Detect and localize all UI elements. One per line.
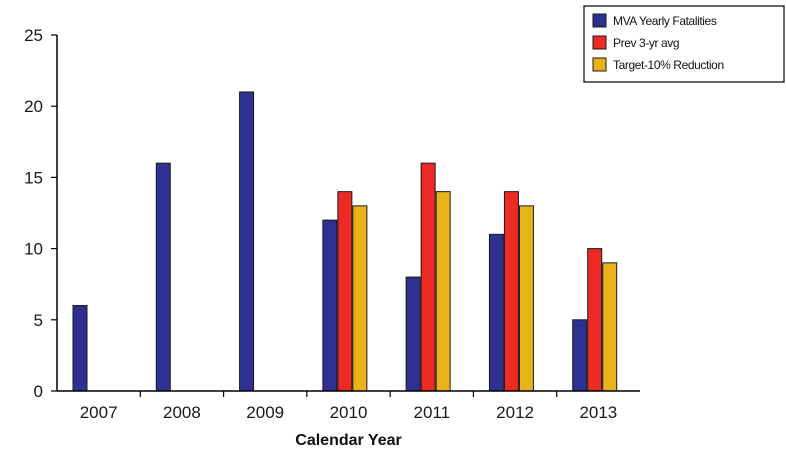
y-tick-label: 25 — [24, 26, 43, 45]
bar-1-2007 — [72, 305, 88, 392]
x-tick-label: 2013 — [579, 403, 617, 422]
y-tick-label: 15 — [24, 168, 43, 187]
bar-1-2012 — [488, 233, 504, 392]
legend: MVA Yearly Fatalities Prev 3-yr avg Target… — [583, 5, 785, 83]
legend-label: Target-10% Reduction — [613, 58, 724, 72]
bar-2-2013 — [587, 248, 603, 392]
x-tick-label: 2011 — [414, 403, 451, 422]
y-axis-ticks: 0 5 10 15 20 25 — [24, 26, 57, 401]
x-tick-label: 2010 — [330, 403, 368, 422]
y-tick-label: 5 — [34, 311, 43, 330]
x-axis-title: Calendar Year — [295, 432, 401, 449]
legend-swatch — [592, 57, 607, 72]
bar-2-2011 — [420, 162, 436, 392]
legend-label: Prev 3-yr avg — [613, 36, 679, 50]
bar-1-2013 — [572, 319, 588, 392]
x-tick-label: 2009 — [246, 403, 284, 422]
y-tick-label: 10 — [24, 240, 43, 259]
bar-3-2011 — [435, 191, 451, 392]
bar-2-2010 — [337, 191, 353, 392]
x-tick-label: 2012 — [496, 403, 534, 422]
legend-swatch — [592, 13, 607, 28]
bars-layer — [72, 91, 618, 392]
bar-1-2009 — [239, 91, 255, 392]
bar-3-2012 — [518, 205, 534, 392]
legend-box — [583, 5, 785, 83]
y-tick-label: 0 — [34, 382, 43, 401]
bar-1-2010 — [322, 219, 338, 392]
legend-label: MVA Yearly Fatalities — [613, 14, 717, 28]
bar-3-2010 — [352, 205, 368, 392]
bar-3-2013 — [602, 262, 618, 392]
legend-swatch — [592, 35, 607, 50]
x-tick-label: 2007 — [80, 403, 118, 422]
bar-1-2011 — [405, 276, 421, 392]
x-axis-ticks: 2007 2008 2009 2010 2011 2012 2013 — [80, 391, 617, 422]
bar-2-2012 — [503, 191, 519, 392]
bar-1-2008 — [155, 162, 171, 392]
x-tick-label: 2008 — [163, 403, 201, 422]
y-tick-label: 20 — [24, 97, 43, 116]
